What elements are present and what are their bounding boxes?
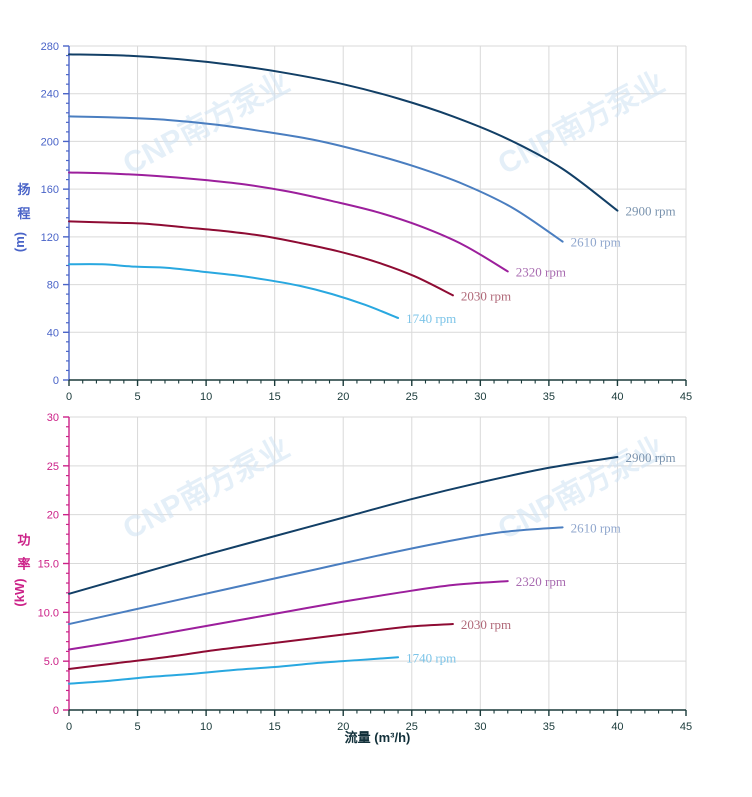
series-label-2030-rpm: 2030 rpm — [461, 288, 511, 303]
x-axis-tick-label: 30 — [474, 391, 486, 403]
y-axis-tick-label: 20 — [47, 510, 59, 522]
x-axis-tick-label: 15 — [269, 721, 281, 733]
x-axis-tick-label: 40 — [611, 391, 623, 403]
x-axis-tick-label: 5 — [134, 721, 140, 733]
series-line-2900-rpm — [68, 456, 619, 595]
y-axis-tick-label: 160 — [41, 184, 59, 196]
y-axis-tick-label: 30 — [47, 412, 59, 424]
x-axis-tick-label: 5 — [134, 391, 140, 403]
y-axis-tick-label: 25 — [47, 461, 59, 473]
series-label-2030-rpm: 2030 rpm — [461, 617, 511, 632]
x-axis-tick-label: 45 — [680, 721, 692, 733]
series-line-2030-rpm — [68, 220, 454, 297]
y-axis-tick-label: 200 — [41, 136, 59, 148]
y-axis-tick-label: 280 — [41, 41, 59, 53]
series-label-1740-rpm: 1740 rpm — [406, 311, 456, 326]
series-line-2610-rpm — [68, 115, 564, 243]
y-axis-tick-label: 0 — [53, 375, 59, 387]
x-axis-tick-label: 10 — [200, 391, 212, 403]
series-label-2900-rpm: 2900 rpm — [625, 450, 675, 465]
axis-title-line: (m) — [12, 232, 27, 252]
series-line-2320-rpm — [68, 580, 509, 651]
x-axis-tick-label: 0 — [66, 391, 72, 403]
x-axis-tick-label: 10 — [200, 721, 212, 733]
y-axis-tick-label: 10.0 — [38, 607, 59, 619]
x-axis-tick-label: 25 — [406, 721, 418, 733]
series-line-2320-rpm — [68, 171, 509, 273]
series-label-2900-rpm: 2900 rpm — [625, 204, 675, 219]
y-axis-tick-label: 40 — [47, 327, 59, 339]
series-label-2320-rpm: 2320 rpm — [516, 264, 566, 279]
head-axis-title: 扬程 (m) — [12, 182, 31, 252]
y-axis-tick-label: 80 — [47, 280, 59, 292]
x-axis-tick-label: 20 — [337, 391, 349, 403]
axis-title-line: 扬 — [17, 182, 30, 197]
series-line-1740-rpm — [68, 263, 400, 319]
series-label-2610-rpm: 2610 rpm — [571, 520, 621, 535]
x-axis-title: 流量 (m³/h) — [345, 730, 411, 745]
series-line-2900-rpm — [68, 53, 619, 212]
axis-title-line: 率 — [17, 557, 30, 572]
series-line-2610-rpm — [68, 526, 564, 626]
x-axis-tick-label: 40 — [611, 721, 623, 733]
x-axis-tick-label: 0 — [66, 721, 72, 733]
series-line-2030-rpm — [68, 623, 454, 670]
x-axis-tick-label: 30 — [474, 721, 486, 733]
axis-title-line: (kW) — [12, 578, 27, 606]
series-label-2320-rpm: 2320 rpm — [516, 574, 566, 589]
x-axis-tick-label: 35 — [543, 721, 555, 733]
series-label-2610-rpm: 2610 rpm — [571, 235, 621, 250]
power-axis-title: 功率 (kW) — [12, 533, 31, 607]
x-axis-tick-label: 45 — [680, 391, 692, 403]
y-axis-tick-label: 5.0 — [44, 656, 59, 668]
x-axis-tick-label: 35 — [543, 391, 555, 403]
series-label-1740-rpm: 1740 rpm — [406, 650, 456, 665]
y-axis-tick-label: 0 — [53, 705, 59, 717]
x-axis-tick-label: 20 — [337, 721, 349, 733]
y-axis-tick-label: 120 — [41, 232, 59, 244]
x-axis-tick-label: 25 — [406, 391, 418, 403]
series-line-1740-rpm — [68, 656, 400, 685]
axis-title-line: 程 — [17, 206, 30, 221]
y-axis-tick-label: 240 — [41, 89, 59, 101]
y-axis-tick-label: 15.0 — [38, 559, 59, 571]
axis-title-line: 功 — [17, 533, 30, 548]
x-axis-tick-label: 15 — [269, 391, 281, 403]
